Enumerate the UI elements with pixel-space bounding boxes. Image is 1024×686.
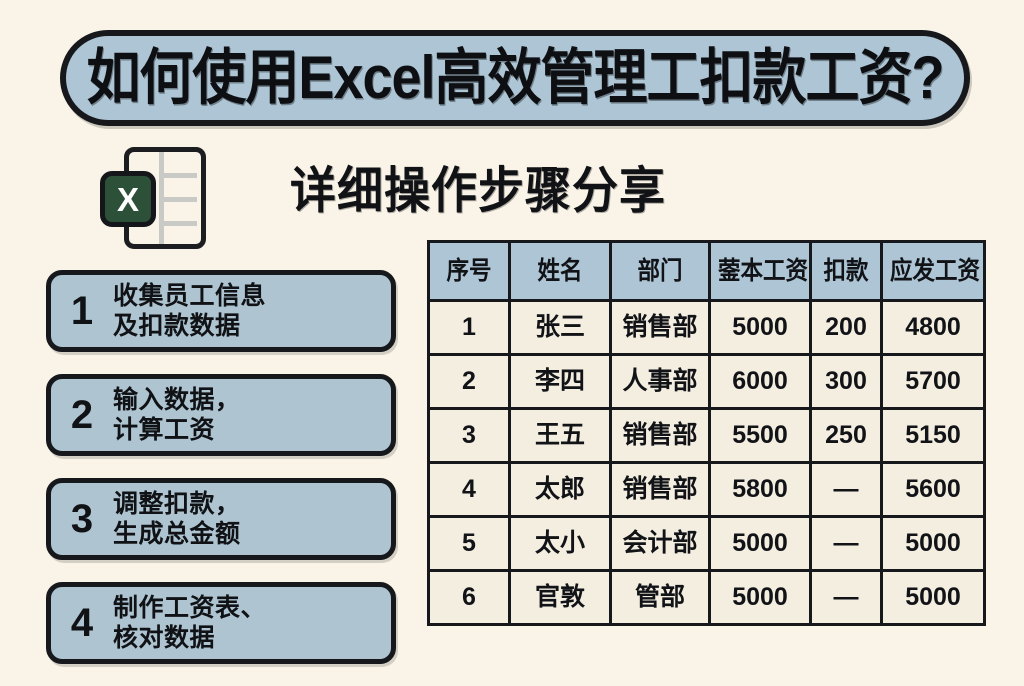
table-body: 1 张三 销售部 5000 200 4800 2 李四 人事部 6000 300… [430, 302, 983, 623]
step-item-4[interactable]: 4 制作工资表、 核对数据 [46, 582, 396, 664]
step-line-2: 核对数据 [113, 624, 216, 652]
cell-index: 3 [430, 410, 508, 461]
cell-name: 李四 [511, 356, 609, 407]
cell-base-pay: 5000 [711, 302, 809, 353]
cell-name: 王五 [511, 410, 609, 461]
page-subtitle: 详细操作步骤分享 [290, 162, 666, 219]
column-header-deduction-label: 扣款 [823, 256, 869, 285]
step-item-1[interactable]: 1 收集员工信息 及扣款数据 [46, 270, 396, 352]
step-item-3[interactable]: 3 调整扣款， 生成总金额 [46, 478, 396, 560]
column-header-dept-label: 部门 [637, 256, 683, 285]
column-header-index-label: 序号 [446, 256, 492, 285]
cell-dept: 销售部 [612, 302, 708, 353]
cell-dept: 管部 [612, 572, 708, 623]
cell-base-pay: 6000 [711, 356, 809, 407]
cell-deduction: 200 [812, 302, 880, 353]
cell-index: 6 [430, 572, 508, 623]
column-header-index: 序号 [430, 243, 508, 299]
column-header-base-pay-label: 蓥本工资 [718, 256, 809, 285]
table-header-row: 序号 姓名 部门 蓥本工资 扣款 应发工资 [430, 243, 983, 299]
cell-name: 太郎 [511, 464, 609, 515]
step-text: 输入数据， 计算工资 [113, 385, 391, 446]
salary-table: 序号 姓名 部门 蓥本工资 扣款 应发工资 1 张三 销售部 5000 200 … [427, 240, 986, 626]
salary-table-wrapper: 序号 姓名 部门 蓥本工资 扣款 应发工资 1 张三 销售部 5000 200 … [427, 240, 986, 626]
cell-index: 4 [430, 464, 508, 515]
title-banner: 如何使用Excel高效管理工扣款工资? [60, 30, 970, 126]
step-text: 制作工资表、 核对数据 [113, 593, 391, 654]
table-row: 3 王五 销售部 5500 250 5150 [430, 410, 983, 461]
cell-net-pay: 5600 [883, 464, 983, 515]
cell-name: 太小 [511, 518, 609, 569]
table-row: 6 官敦 管部 5000 — 5000 [430, 572, 983, 623]
step-line-1: 制作工资表、 [113, 593, 267, 622]
cell-base-pay: 5000 [711, 518, 809, 569]
cell-deduction: 250 [812, 410, 880, 461]
cell-base-pay: 5000 [711, 572, 809, 623]
table-head: 序号 姓名 部门 蓥本工资 扣款 应发工资 [430, 243, 983, 299]
cell-net-pay: 4800 [883, 302, 983, 353]
step-line-2: 生成总金额 [113, 520, 241, 548]
step-text: 调整扣款， 生成总金额 [113, 489, 391, 550]
step-line-1: 输入数据， [113, 385, 241, 414]
cell-deduction: 300 [812, 356, 880, 407]
column-header-net-pay: 应发工资 [883, 243, 983, 299]
grid-horizontal-line [159, 173, 197, 178]
cell-net-pay: 5000 [883, 572, 983, 623]
cell-index: 2 [430, 356, 508, 407]
cell-deduction: — [812, 464, 880, 515]
column-header-dept: 部门 [612, 243, 708, 299]
step-text: 收集员工信息 及扣款数据 [113, 281, 391, 342]
cell-name: 张三 [511, 302, 609, 353]
step-line-2: 及扣款数据 [113, 312, 241, 340]
step-line-2: 计算工资 [113, 416, 216, 444]
step-number: 1 [70, 289, 94, 333]
cell-index: 5 [430, 518, 508, 569]
cell-dept: 会计部 [612, 518, 708, 569]
page-title: 如何使用Excel高效管理工扣款工资? [86, 44, 944, 112]
step-number: 2 [70, 393, 94, 437]
table-row: 4 太郎 销售部 5800 — 5600 [430, 464, 983, 515]
cell-index: 1 [430, 302, 508, 353]
step-line-1: 收集员工信息 [113, 281, 267, 310]
steps-list: 1 收集员工信息 及扣款数据 2 输入数据， 计算工资 3 调整扣款， 生成总金… [46, 270, 396, 686]
cell-name: 官敦 [511, 572, 609, 623]
cell-deduction: — [812, 572, 880, 623]
step-number: 4 [70, 601, 94, 645]
column-header-base-pay: 蓥本工资 [711, 243, 809, 299]
step-item-2[interactable]: 2 输入数据， 计算工资 [46, 374, 396, 456]
cell-net-pay: 5000 [883, 518, 983, 569]
subtitle-row: X 详细操作步骤分享 [95, 140, 795, 258]
excel-x-badge-icon: X [100, 171, 156, 227]
column-header-net-pay-label: 应发工资 [890, 256, 981, 285]
cell-net-pay: 5700 [883, 356, 983, 407]
table-row: 2 李四 人事部 6000 300 5700 [430, 356, 983, 407]
cell-net-pay: 5150 [883, 410, 983, 461]
cell-dept: 人事部 [612, 356, 708, 407]
table-row: 1 张三 销售部 5000 200 4800 [430, 302, 983, 353]
step-number: 3 [70, 497, 94, 541]
cell-base-pay: 5500 [711, 410, 809, 461]
column-header-name-label: 姓名 [537, 256, 583, 285]
cell-dept: 销售部 [612, 464, 708, 515]
cell-dept: 销售部 [612, 410, 708, 461]
step-line-1: 调整扣款， [113, 489, 241, 518]
grid-horizontal-line [159, 197, 197, 202]
cell-deduction: — [812, 518, 880, 569]
table-row: 5 太小 会计部 5000 — 5000 [430, 518, 983, 569]
column-header-deduction: 扣款 [812, 243, 880, 299]
cell-base-pay: 5800 [711, 464, 809, 515]
excel-logo-icon: X [100, 145, 212, 253]
column-header-name: 姓名 [511, 243, 609, 299]
grid-horizontal-line [159, 221, 197, 226]
